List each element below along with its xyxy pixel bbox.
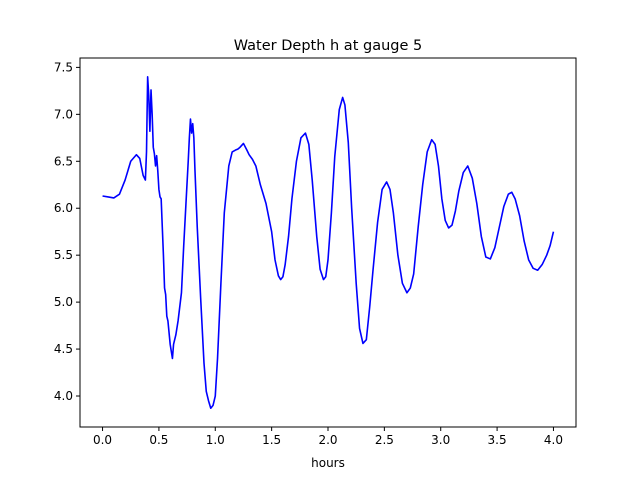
x-tick-label: 4.0 [544,433,563,447]
y-tick-label: 4.5 [54,342,73,356]
x-tick-label: 0.0 [93,433,112,447]
x-tick-label: 3.0 [431,433,450,447]
y-tick-label: 5.0 [54,295,73,309]
y-tick-label: 7.0 [54,107,73,121]
axes: 0.0 0.5 1.0 1.5 2.0 2.5 3.0 3.5 4.0 4.0 4.5 5.0 5.5 6… [54,57,577,447]
x-tick-label: 2.0 [318,433,337,447]
y-tick-label: 7.5 [54,60,73,74]
x-tick-label: 3.5 [488,433,507,447]
series-line-1 [102,75,555,410]
x-tick-label: 1.5 [262,433,281,447]
y-tick-label: 5.5 [54,248,73,262]
plot-area [102,75,555,410]
chart-title: Water Depth h at gauge 5 [234,38,422,54]
x-axis-label: hours [311,456,345,470]
y-tick-label: 4.0 [54,389,73,403]
y-tick-label: 6.5 [54,154,73,168]
x-tick-label: 2.5 [375,433,394,447]
x-tick-label: 0.5 [149,433,168,447]
y-tick-label: 6.0 [54,201,73,215]
x-tick-label: 1.0 [206,433,225,447]
